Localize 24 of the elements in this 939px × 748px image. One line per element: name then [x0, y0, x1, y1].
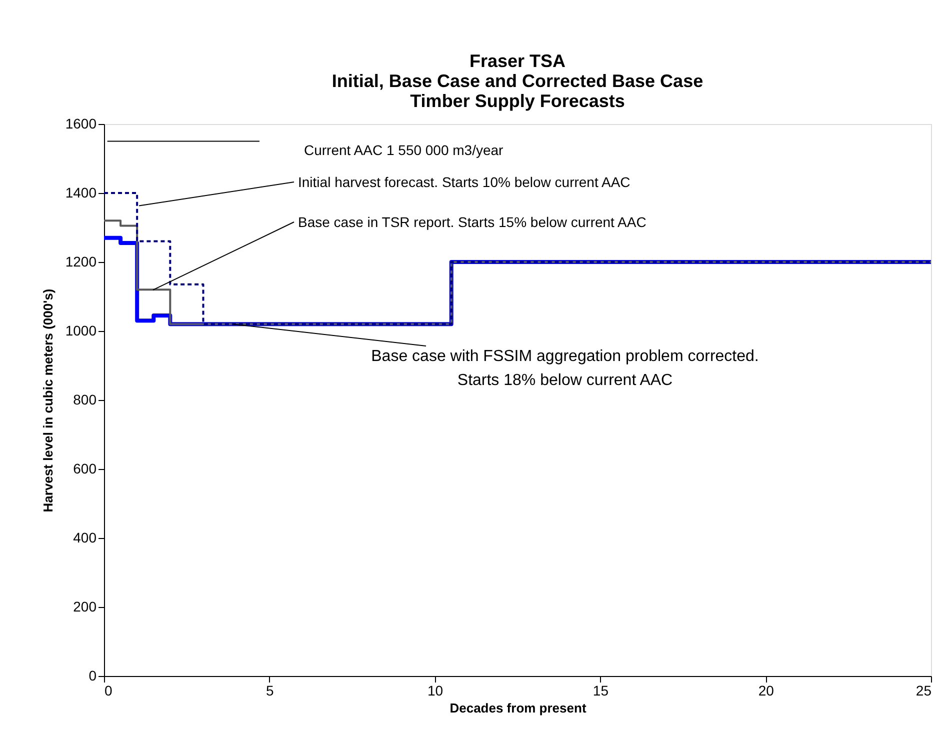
x-tick-label: 0 — [104, 682, 112, 698]
annotation: Initial harvest forecast. Starts 10% below current AAC — [298, 174, 630, 190]
y-tick-label: 600 — [73, 460, 97, 476]
annotation: Base case with FSSIM aggregation problem corrected. Starts 18% below current AAC — [371, 348, 759, 389]
y-tick-label: 200 — [73, 598, 97, 614]
x-tick-label: 25 — [916, 682, 932, 698]
y-tick-label: 800 — [73, 392, 97, 408]
text: Timber Supply Forecasts — [410, 91, 625, 111]
annotation: Current AAC 1 550 000 m3/year — [304, 142, 504, 158]
annotation: Base case in TSR report. Starts 15% below current AAC — [298, 214, 646, 230]
y-axis-title: Harvest level in cubic meters (000's) — [40, 288, 56, 512]
y-tick-label: 1600 — [65, 116, 97, 132]
y-tick-label: 1000 — [65, 322, 97, 338]
y-tick-label: 0 — [88, 668, 97, 684]
x-axis-title: Decades from present — [450, 700, 587, 716]
x-tick-label: 10 — [428, 682, 444, 698]
y-tick-label: 1200 — [65, 254, 97, 270]
y-tick-label: 1400 — [65, 184, 97, 200]
text: Initial, Base Case and Corrected Base Case — [332, 71, 704, 91]
x-tick-label: 5 — [266, 682, 274, 698]
x-tick-label: 15 — [592, 682, 609, 698]
x-tick-label: 20 — [758, 682, 774, 698]
y-tick-label: 400 — [73, 530, 97, 546]
text: Fraser TSA — [469, 51, 566, 71]
